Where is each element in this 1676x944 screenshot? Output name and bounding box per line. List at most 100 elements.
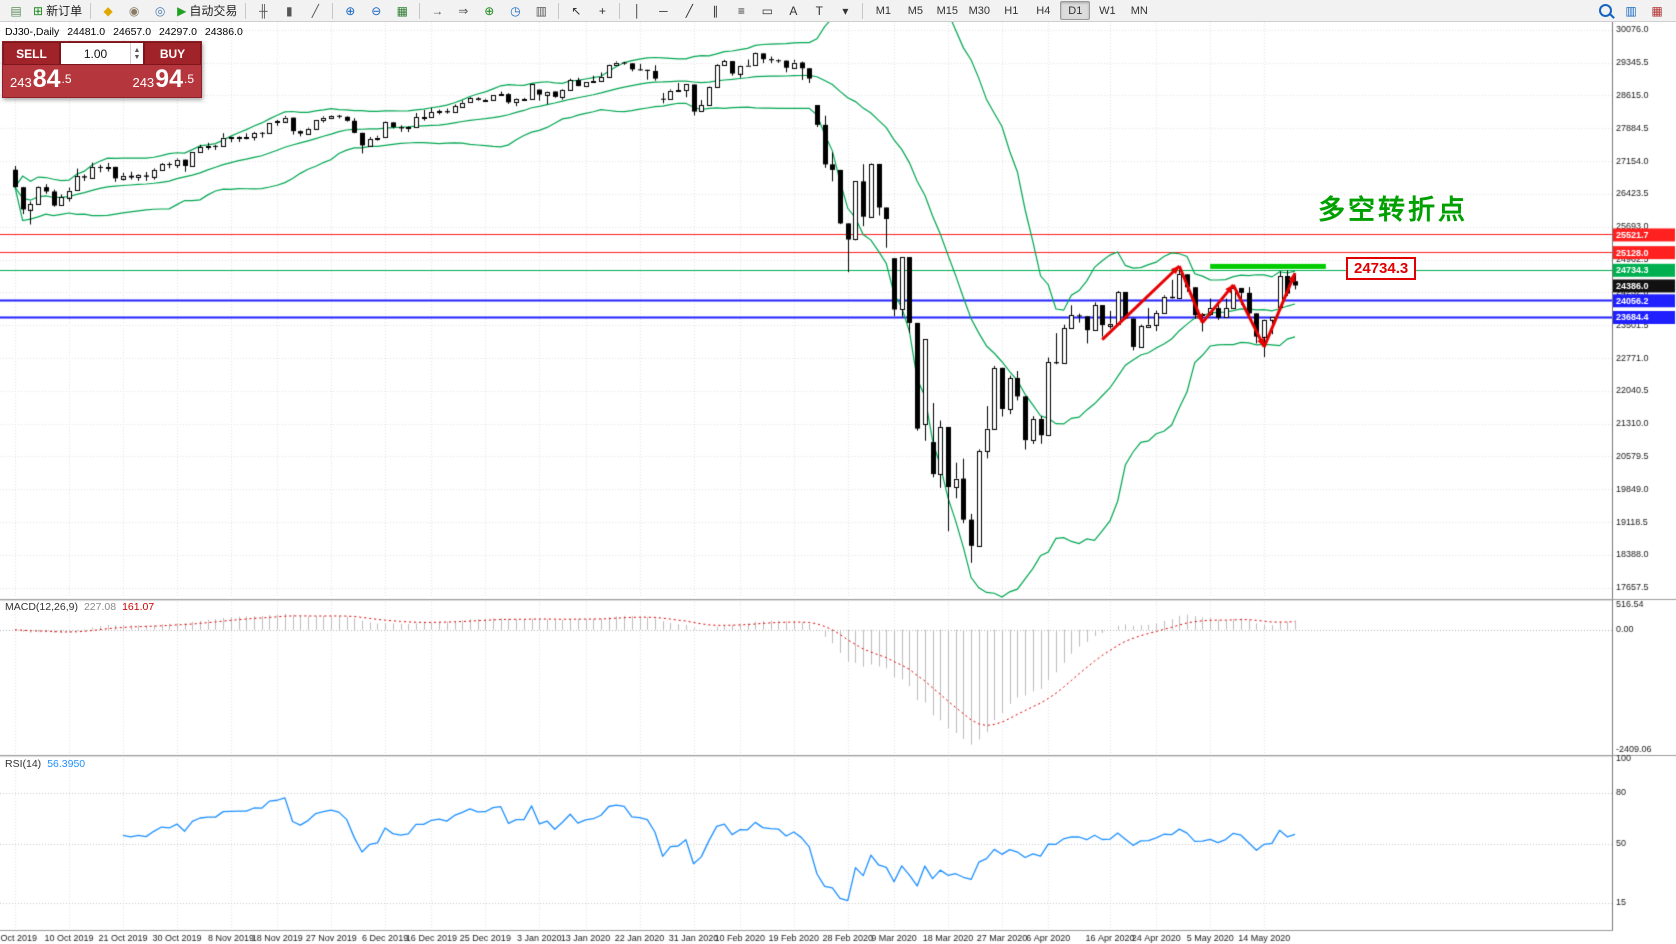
toolbar-separator	[332, 2, 334, 19]
accounts-icon[interactable]: ◉	[122, 1, 146, 21]
text-icon[interactable]: A	[781, 1, 805, 21]
timeframe-m15[interactable]: M15	[936, 4, 959, 17]
zoom-in-icon: ⊕	[345, 3, 356, 18]
bar-chart-icon: ╫	[259, 3, 268, 18]
macd-header: MACD(12,26,9) 227.08 161.07	[5, 601, 154, 613]
price-chart-canvas[interactable]	[0, 22, 1676, 944]
shapes-icon[interactable]: ▭	[755, 1, 779, 21]
toolbar-separator	[90, 2, 92, 19]
timeframe-d1[interactable]: D1	[1060, 1, 1091, 20]
community-icon: ◎	[154, 3, 166, 18]
toolbar-separator	[619, 2, 621, 19]
buy-button[interactable]: BUY	[144, 42, 201, 65]
periods-icon: ◷	[510, 3, 521, 18]
sell-price[interactable]: 243 84.5	[10, 65, 72, 94]
new-order-button-label: 新订单	[46, 4, 83, 18]
line-chart-icon: ╱	[311, 3, 319, 18]
templates-icon[interactable]: ▥	[529, 1, 553, 21]
toolbar-separator	[419, 2, 421, 19]
rewards-icon: ◆	[103, 3, 113, 18]
rsi-title: RSI(14)	[5, 758, 42, 770]
vertical-line-icon[interactable]: │	[625, 1, 649, 21]
autotrading-button-label: 自动交易	[189, 4, 238, 18]
tile-windows-icon[interactable]: ▦	[390, 1, 414, 21]
search-icon	[1598, 4, 1612, 17]
toolbar-separator	[245, 2, 247, 19]
close-value: 24386.0	[204, 26, 243, 38]
fibonacci-icon: ≡	[737, 3, 745, 18]
rsi-value: 56.3950	[47, 758, 86, 770]
chart-shift-icon[interactable]: ⇒	[451, 1, 475, 21]
timeframe-m30[interactable]: M30	[968, 4, 991, 17]
horizontal-line-icon[interactable]: ─	[651, 1, 675, 21]
sell-button[interactable]: SELL	[3, 42, 60, 65]
templates-icon: ▥	[535, 3, 547, 18]
trendline-icon[interactable]: ╱	[677, 1, 701, 21]
volume-up-icon[interactable]: ▲	[133, 46, 141, 54]
data-window-icon: ▥	[1625, 3, 1637, 18]
crosshair-icon[interactable]: +	[590, 1, 614, 21]
arrange-windows-icon[interactable]: ▦	[1645, 1, 1669, 21]
zoom-out-icon[interactable]: ⊖	[364, 1, 388, 21]
new-order-button[interactable]: ⊞ 新订单	[30, 1, 85, 21]
new-chart-icon: ▤	[10, 3, 22, 18]
accounts-icon: ◉	[128, 3, 140, 18]
cursor-icon: ↖	[571, 3, 582, 18]
community-icon[interactable]: ◎	[148, 1, 172, 21]
rewards-icon[interactable]: ◆	[96, 1, 120, 21]
autotrading-button[interactable]: ▶ 自动交易	[174, 1, 240, 21]
toolbar-right-group: ▥ ▦	[1592, 1, 1676, 21]
fibonacci-icon[interactable]: ≡	[729, 1, 753, 21]
indicators-icon[interactable]: ⊕	[477, 1, 501, 21]
data-window-icon[interactable]: ▥	[1619, 1, 1643, 21]
candlestick-chart-icon[interactable]: ▮	[277, 1, 301, 21]
timeframe-mn[interactable]: MN	[1130, 4, 1148, 17]
zoom-in-icon[interactable]: ⊕	[338, 1, 362, 21]
rsi-header: RSI(14) 56.3950	[5, 758, 85, 770]
autotrading-button: ▶	[177, 3, 187, 18]
shapes-icon: ▭	[761, 3, 773, 18]
macd-signal-value: 161.07	[122, 601, 155, 613]
zoom-out-icon: ⊖	[371, 3, 382, 18]
main-toolbar: ▤ ⊞ 新订单 ◆ ◉ ◎ ▶ 自动交易 ╫ ▮ ╱ ⊕ ⊖ ▦ → ⇒ ⊕ ◷ ▥ ↖ + │ ─ ╱ ∥ ≡ ▭ A T ▾ M1 M5 M…	[0, 0, 1676, 22]
volume-stepper[interactable]: ▲ ▼	[130, 43, 143, 64]
horizontal-line-icon: ─	[659, 3, 668, 18]
high-value: 24657.0	[113, 26, 152, 38]
chart-ohlc-header: DJ30-,Daily 24481.0 24657.0 24297.0 2438…	[5, 26, 248, 38]
symbol-period-label: DJ30-,Daily	[5, 26, 60, 38]
cursor-icon[interactable]: ↖	[564, 1, 588, 21]
macd-main-value: 227.08	[83, 601, 117, 613]
timeframe-m5[interactable]: M5	[907, 4, 923, 17]
volume-field[interactable]: 1.00 ▲ ▼	[60, 42, 144, 65]
volume-value[interactable]: 1.00	[83, 46, 108, 61]
tile-windows-icon: ▦	[396, 3, 408, 18]
turning-point-annotation[interactable]: 多空转折点	[1318, 195, 1468, 225]
timeframe-m1[interactable]: M1	[875, 4, 891, 17]
timeframe-w1[interactable]: W1	[1099, 4, 1116, 17]
open-value: 24481.0	[67, 26, 106, 38]
arrows-icon: ▾	[842, 3, 849, 18]
line-chart-icon[interactable]: ╱	[303, 1, 327, 21]
volume-down-icon[interactable]: ▼	[133, 53, 141, 61]
bar-chart-icon[interactable]: ╫	[251, 1, 275, 21]
indicators-icon: ⊕	[484, 3, 495, 18]
macd-title: MACD(12,26,9)	[5, 601, 78, 613]
buy-price[interactable]: 243 94.5	[132, 65, 194, 94]
channel-icon: ∥	[712, 3, 719, 18]
auto-scroll-icon: →	[431, 3, 444, 18]
new-chart-icon[interactable]: ▤	[4, 1, 28, 21]
timeframe-h1[interactable]: H1	[1004, 4, 1019, 17]
vertical-line-icon: │	[633, 3, 642, 18]
arrows-icon[interactable]: ▾	[833, 1, 857, 21]
label-icon[interactable]: T	[807, 1, 831, 21]
auto-scroll-icon[interactable]: →	[425, 1, 449, 21]
resistance-price-tag[interactable]: 24734.3	[1346, 256, 1417, 280]
label-icon: T	[815, 3, 823, 18]
arrange-windows-icon: ▦	[1651, 3, 1663, 18]
search-icon[interactable]	[1593, 1, 1617, 21]
periods-icon[interactable]: ◷	[503, 1, 527, 21]
timeframe-h4[interactable]: H4	[1036, 4, 1051, 17]
text-icon: A	[789, 3, 798, 18]
channel-icon[interactable]: ∥	[703, 1, 727, 21]
